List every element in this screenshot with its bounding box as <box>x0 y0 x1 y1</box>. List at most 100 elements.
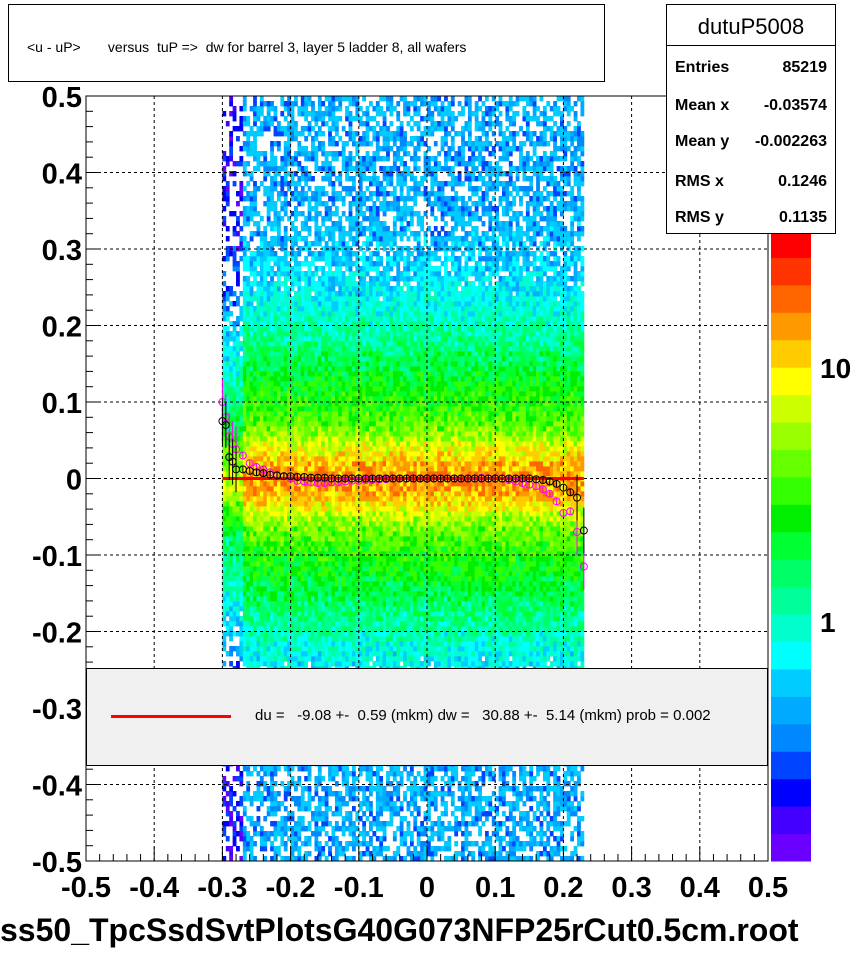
heatmap-cell <box>259 236 264 242</box>
heatmap-cell <box>314 521 319 527</box>
heatmap-cell <box>263 381 268 387</box>
heatmap-cell <box>328 516 332 522</box>
heatmap-cell <box>225 426 230 432</box>
heatmap-cell <box>348 536 353 542</box>
heatmap-cell <box>338 826 343 832</box>
heatmap-cell <box>304 331 309 337</box>
heatmap-cell <box>355 776 360 782</box>
heatmap-cell <box>345 426 349 432</box>
heatmap-cell <box>317 766 322 772</box>
heatmap-cell <box>331 486 336 492</box>
heatmap-cell <box>225 156 230 162</box>
heatmap-cell <box>266 351 271 357</box>
heatmap-cell <box>297 576 302 582</box>
heatmap-cell <box>345 846 349 852</box>
heatmap-cell <box>290 496 295 502</box>
heatmap-cell <box>242 521 247 527</box>
heatmap-cell <box>280 646 285 652</box>
heatmap-cell <box>328 161 332 167</box>
heatmap-cell <box>314 776 319 782</box>
heatmap-cell <box>351 261 356 267</box>
heatmap-cell <box>334 646 339 652</box>
heatmap-cell <box>239 426 244 432</box>
heatmap-cell <box>236 191 240 197</box>
heatmap-cell <box>236 801 240 807</box>
heatmap-cell <box>317 621 322 627</box>
heatmap-cell <box>338 191 343 197</box>
heatmap-cell <box>246 466 251 472</box>
heatmap-cell <box>317 851 322 857</box>
heatmap-cell <box>324 306 329 312</box>
heatmap-cell <box>273 846 278 852</box>
heatmap-cell <box>328 356 332 362</box>
heatmap-cell <box>276 481 281 487</box>
heatmap-cell <box>259 551 264 557</box>
heatmap-cell <box>287 446 291 452</box>
heatmap-cell <box>239 161 244 167</box>
heatmap-cell <box>358 856 363 862</box>
heatmap-cell <box>300 441 305 447</box>
heatmap-cell <box>256 821 261 827</box>
heatmap-cell <box>249 551 254 557</box>
heatmap-cell <box>273 106 278 112</box>
heatmap-cell <box>242 356 247 362</box>
heatmap-cell <box>314 256 319 262</box>
heatmap-cell <box>263 306 268 312</box>
heatmap-cell <box>266 121 271 127</box>
heatmap-cell <box>273 646 278 652</box>
heatmap-cell <box>297 461 302 467</box>
heatmap-cell <box>287 251 291 257</box>
heatmap-cell <box>222 826 227 832</box>
heatmap-cell <box>222 186 227 192</box>
heatmap-cell <box>345 556 349 562</box>
heatmap-cell <box>239 771 244 777</box>
heatmap-cell <box>358 516 363 522</box>
heatmap-cell <box>225 191 230 197</box>
heatmap-cell <box>283 161 288 167</box>
heatmap-cell <box>236 491 240 497</box>
heatmap-cell <box>338 491 343 497</box>
heatmap-cell <box>307 771 312 777</box>
heatmap-cell <box>341 596 346 602</box>
heatmap-cell <box>311 461 315 467</box>
heatmap-cell <box>229 146 234 152</box>
heatmap-cell <box>280 191 285 197</box>
heatmap-cell <box>338 651 343 657</box>
heatmap-cell <box>222 381 227 387</box>
heatmap-cell <box>317 581 322 587</box>
heatmap-cell <box>256 116 261 122</box>
heatmap-cell <box>300 621 305 627</box>
heatmap-cell <box>334 566 339 572</box>
heatmap-cell <box>266 386 271 392</box>
heatmap-cell <box>311 176 315 182</box>
heatmap-cell <box>307 171 312 177</box>
heatmap-cell <box>294 466 298 472</box>
heatmap-cell <box>256 591 261 597</box>
heatmap-cell <box>358 511 363 517</box>
heatmap-cell <box>287 481 291 487</box>
heatmap-cell <box>270 371 274 377</box>
heatmap-cell <box>358 551 363 557</box>
heatmap-cell <box>253 316 257 322</box>
heatmap-cell <box>324 151 329 157</box>
heatmap-cell <box>236 346 240 352</box>
heatmap-cell <box>345 351 349 357</box>
heatmap-cell <box>311 576 315 582</box>
heatmap-cell <box>341 851 346 857</box>
heatmap-cell <box>287 791 291 797</box>
heatmap-cell <box>246 641 251 647</box>
heatmap-cell <box>280 536 285 542</box>
heatmap-cell <box>328 606 332 612</box>
heatmap-cell <box>341 546 346 552</box>
heatmap-cell <box>276 406 281 412</box>
heatmap-cell <box>307 541 312 547</box>
heatmap-cell <box>334 311 339 317</box>
heatmap-cell <box>351 521 356 527</box>
heatmap-cell <box>280 826 285 832</box>
heatmap-cell <box>242 851 247 857</box>
heatmap-cell <box>242 116 247 122</box>
heatmap-cell <box>345 421 349 427</box>
heatmap-cell <box>358 556 363 562</box>
heatmap-cell <box>351 511 356 517</box>
heatmap-cell <box>290 161 295 167</box>
